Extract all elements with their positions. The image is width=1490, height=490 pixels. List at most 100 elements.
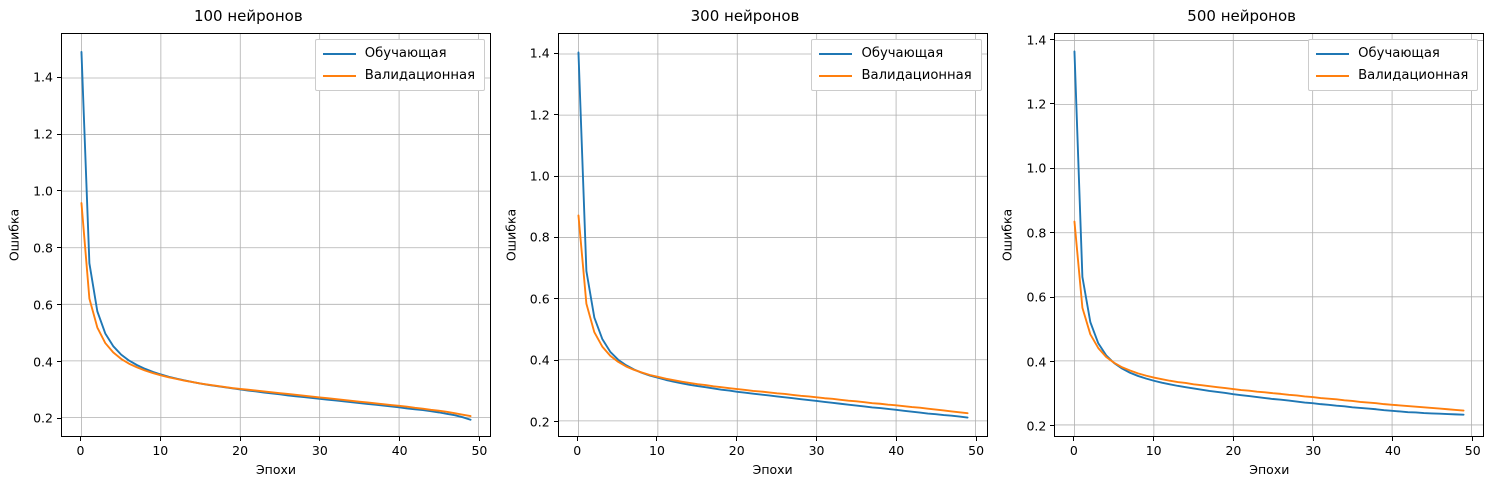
legend-line-swatch [322,75,356,77]
plot-svg [62,34,490,436]
y-tick-label: 1.2 [33,126,53,142]
series-line [80,202,472,418]
y-tick-label: 0.2 [1026,418,1047,434]
chart-panel-0: 100 нейронов Ошибка 0.2 0.4 0.6 0.8 1.0 1.2 1.… [0,0,497,490]
y-tick-mark [1050,39,1055,41]
y-tick-label: 0.2 [529,414,550,430]
legend-item: Валидационная [1316,67,1468,85]
y-tick-label: 0.6 [1026,289,1047,305]
series-line [577,214,969,415]
legend-item: Валидационная [819,67,972,85]
y-tick-label: 0.4 [529,352,550,368]
x-tick-label: 50 [1464,443,1481,458]
chart-panel-1: 300 нейронов Ошибка 0.2 0.4 0.6 0.8 1.0 1.2 1.… [497,0,994,490]
x-tick-label: 0 [573,443,582,458]
y-tick-label: 1.2 [529,107,550,123]
x-tick-mark [1312,437,1314,441]
x-tick-label: 30 [311,443,328,458]
y-tick-mark [553,52,558,54]
plot-area: Обучающая Валидационная [61,33,491,437]
x-tick-mark [816,437,818,441]
legend-line-swatch [1316,53,1350,55]
x-tick-labels: 0 10 20 30 40 50 [558,437,988,461]
x-tick-mark [239,437,241,441]
x-tick-label: 10 [1145,443,1162,458]
x-tick-mark [1392,437,1394,441]
y-tick-mark [57,76,61,78]
y-tick-mark [57,190,61,192]
legend-item: Обучающая [1316,45,1468,63]
y-tick-label: 1.4 [1026,32,1047,48]
plot-svg [558,34,987,436]
legend-label: Валидационная [861,68,972,83]
y-tick-label: 0.8 [1026,225,1047,241]
y-tick-label: 1.4 [529,45,550,61]
legend: Обучающая Валидационная [1308,39,1479,91]
legend-item: Валидационная [322,67,475,85]
x-tick-mark [1232,437,1234,441]
chart-title: 300 нейронов [690,7,800,25]
chart-title: 100 нейронов [193,7,303,25]
chart-panel-2: 500 нейронов Ошибка 0.2 0.4 0.6 0.8 1.0 1.2 1.… [993,0,1490,490]
y-tick-mark [553,114,558,116]
y-tick-mark [553,175,558,177]
x-tick-mark [399,437,401,441]
x-tick-label: 0 [1069,443,1078,458]
x-tick-label: 50 [968,443,985,458]
y-tick-mark [1050,167,1055,169]
x-tick-label: 10 [649,443,665,458]
y-tick-mark [553,298,558,300]
y-tick-mark [1050,296,1055,298]
x-tick-mark [159,437,161,441]
x-axis-label: Эпохи [752,462,793,477]
legend-line-swatch [322,53,356,55]
x-tick-label: 40 [888,443,905,458]
legend: Обучающая Валидационная [811,39,982,91]
x-tick-label: 30 [808,443,825,458]
x-tick-mark [1472,437,1474,441]
plot-svg [1055,34,1484,436]
legend-label: Обучающая [364,46,447,61]
series-line [1073,50,1465,416]
y-tick-label: 0.2 [33,410,53,426]
x-tick-label: 40 [391,443,408,458]
series-line [1073,220,1465,412]
y-tick-mark [57,247,61,249]
y-tick-label: 1.0 [1026,160,1047,176]
y-tick-mark [1050,361,1055,362]
x-tick-mark [1073,437,1075,441]
x-tick-mark [975,437,977,441]
legend: Обучающая Валидационная [314,39,485,91]
plot-area: Обучающая Валидационная [557,33,988,437]
x-tick-mark [80,437,82,441]
legend-label: Обучающая [1358,46,1440,61]
y-tick-mark [553,359,558,361]
x-tick-mark [656,437,658,441]
y-tick-label: 1.4 [33,69,53,85]
x-tick-mark [478,437,480,441]
legend-line-swatch [819,75,853,77]
legend-label: Валидационная [1358,68,1469,83]
x-tick-label: 20 [232,443,249,458]
x-tick-label: 0 [76,443,85,458]
legend-label: Валидационная [364,68,475,83]
y-tick-label: 0.6 [33,297,53,313]
x-tick-label: 10 [152,443,169,458]
x-tick-mark [1153,437,1155,441]
legend-label: Обучающая [861,46,944,61]
x-tick-labels: 0 10 20 30 40 50 [1054,437,1484,461]
y-tick-label: 0.8 [529,229,550,245]
chart-title: 500 нейронов [1187,7,1297,25]
plot-area: Обучающая Валидационная [1054,33,1485,437]
x-tick-mark [576,437,578,441]
y-tick-mark [1050,232,1055,234]
y-tick-mark [1050,425,1055,427]
y-tick-mark [1050,103,1055,105]
y-tick-mark [553,236,558,238]
x-axis-label: Эпохи [255,462,297,477]
y-tick-labels: 0.2 0.4 0.6 0.8 1.0 1.2 1.4 [0,33,61,437]
legend-item: Обучающая [322,45,475,63]
x-tick-mark [319,437,321,441]
y-tick-mark [57,133,61,135]
